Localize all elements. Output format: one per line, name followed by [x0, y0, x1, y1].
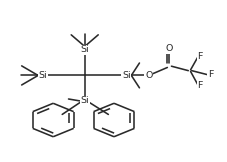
Text: Si: Si: [80, 96, 89, 105]
Text: Si: Si: [121, 71, 130, 80]
Text: F: F: [207, 70, 213, 79]
Text: O: O: [145, 71, 152, 80]
Text: Si: Si: [80, 46, 89, 54]
Text: O: O: [165, 44, 172, 53]
Text: Si: Si: [39, 71, 47, 80]
Text: F: F: [197, 52, 202, 61]
Text: F: F: [197, 81, 202, 90]
